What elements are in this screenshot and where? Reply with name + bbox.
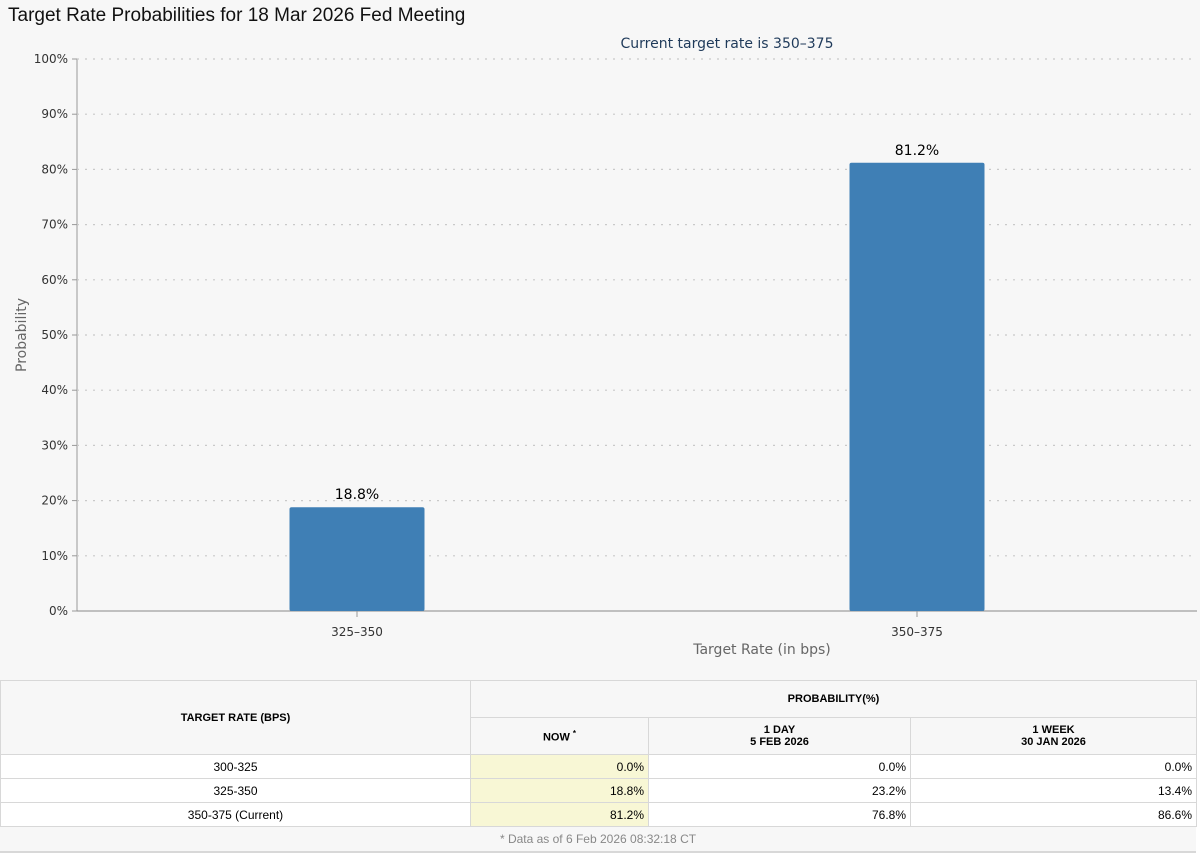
y-tick-label: 100% — [34, 52, 68, 66]
bar — [849, 162, 985, 611]
table-row: 350-375 (Current) 81.2% 76.8% 86.6% — [0, 802, 1198, 827]
bar — [289, 507, 425, 611]
y-tick-label: 90% — [41, 107, 68, 121]
now-cell: 81.2% — [470, 802, 649, 827]
now-header-label: NOW — [542, 731, 570, 744]
one-week-cell: 13.4% — [909, 778, 1198, 803]
y-tick-label: 60% — [41, 273, 68, 287]
y-tick-label: 0% — [49, 604, 68, 618]
now-header: NOW * — [470, 717, 649, 755]
y-tick-label: 20% — [41, 494, 68, 508]
table-row: 325-350 18.8% 23.2% 13.4% — [0, 778, 1198, 803]
bar-data-label: 18.8% — [335, 487, 379, 503]
probability-chart: Current target rate is 350–375 0% 10% 20% 3… — [14, 36, 1197, 658]
probability-table-container: TARGET RATE (BPS) PROBABILITY(%) NOW * 1… — [0, 680, 1200, 854]
rate-cell: 325-350 — [0, 778, 471, 803]
y-tick-label: 80% — [41, 162, 68, 176]
one-day-header: 1 DAY 5 FEB 2026 — [648, 717, 911, 755]
y-axis-ticks: 0% 10% 20% 30% 40% 50% 60% 70% 80% 90% 100% — [34, 52, 77, 618]
one-day-cell: 76.8% — [648, 802, 911, 827]
table-row: 300-325 0.0% 0.0% 0.0% — [0, 754, 1198, 779]
y-tick-label: 50% — [41, 328, 68, 342]
y-tick-label: 40% — [41, 383, 68, 397]
now-header-marker: * — [572, 728, 577, 738]
one-week-cell: 86.6% — [909, 802, 1198, 827]
bars: 18.8% 81.2% — [289, 143, 985, 611]
one-week-header: 1 WEEK 30 JAN 2026 — [909, 717, 1198, 755]
gridlines — [76, 58, 1197, 612]
page-title: Target Rate Probabilities for 18 Mar 202… — [8, 5, 466, 26]
y-tick-label: 10% — [41, 549, 68, 563]
probability-table: TARGET RATE (BPS) PROBABILITY(%) NOW * 1… — [0, 680, 1198, 827]
one-day-cell: 0.0% — [648, 754, 911, 779]
one-day-cell: 23.2% — [648, 778, 911, 803]
y-tick-label: 30% — [41, 438, 68, 452]
one-day-label: 1 DAY — [763, 724, 796, 736]
one-day-date: 5 FEB 2026 — [750, 736, 809, 748]
rate-cell: 300-325 — [0, 754, 471, 779]
rate-cell: 350-375 (Current) — [0, 802, 471, 827]
one-week-cell: 0.0% — [909, 754, 1198, 779]
y-tick-label: 70% — [41, 218, 68, 232]
probability-header: PROBABILITY(%) — [469, 680, 1198, 718]
y-axis-label: Probability — [14, 298, 30, 372]
x-axis-ticks: 325–350 350–375 — [331, 611, 943, 639]
now-cell: 0.0% — [470, 754, 649, 779]
bar-data-label: 81.2% — [895, 143, 939, 159]
one-week-date: 30 JAN 2026 — [1021, 736, 1086, 748]
one-week-label: 1 WEEK — [1032, 724, 1075, 736]
now-cell: 18.8% — [470, 778, 649, 803]
x-tick-label: 350–375 — [891, 625, 943, 639]
x-tick-label: 325–350 — [331, 625, 383, 639]
x-axis-label: Target Rate (in bps) — [692, 642, 831, 658]
target-rate-header: TARGET RATE (BPS) — [0, 680, 471, 755]
data-timestamp-footnote: * Data as of 6 Feb 2026 08:32:18 CT — [0, 827, 1196, 853]
chart-subtitle: Current target rate is 350–375 — [620, 36, 833, 52]
